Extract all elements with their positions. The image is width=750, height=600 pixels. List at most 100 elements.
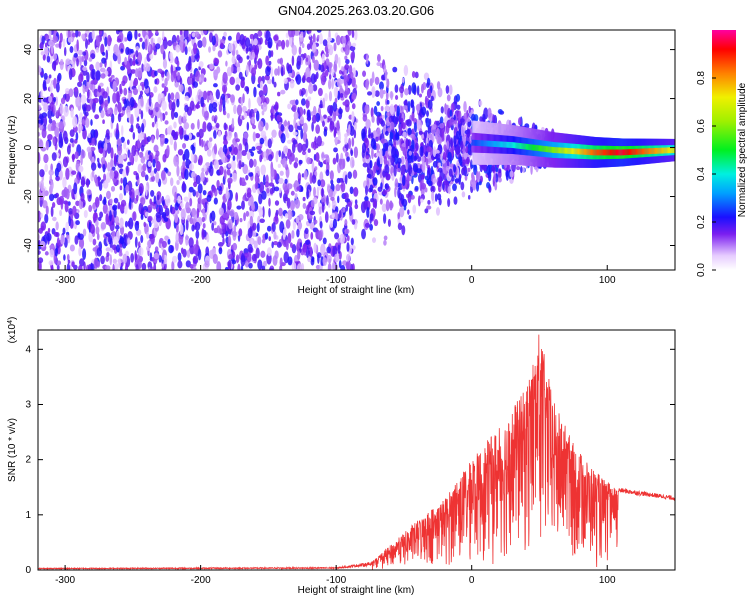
spectrogram-cell	[213, 159, 220, 170]
spectrogram-cell	[148, 94, 152, 107]
spectrogram-cell	[461, 191, 466, 198]
spectrogram-cell	[217, 130, 221, 138]
spectrogram-cell	[105, 49, 109, 60]
spectrogram-cell	[79, 124, 83, 131]
spectrogram-cell	[59, 32, 63, 43]
spectrogram-cell	[119, 266, 123, 270]
spectrogram-cell	[305, 98, 310, 109]
spectrogram-cell	[198, 135, 202, 147]
spectrogram-cell	[366, 173, 372, 179]
spectrogram-cell	[297, 124, 302, 131]
spectrogram-cell	[65, 188, 70, 200]
spectrogram-cell	[407, 209, 410, 215]
spectrogram-cell	[120, 48, 124, 53]
spectrogram-cell	[147, 32, 154, 37]
spectrogram-cell	[62, 227, 66, 235]
spectrogram-cell	[108, 77, 113, 83]
spectrogram-cell	[48, 118, 53, 124]
spectrogram-cell	[305, 57, 309, 62]
spectrogram-cell	[215, 89, 220, 100]
spectrogram-cell	[70, 59, 74, 65]
spectrogram-cell	[279, 170, 284, 176]
spectrogram-cell	[99, 211, 104, 218]
spectrogram-cell	[227, 198, 232, 211]
spectrogram-cell	[316, 135, 322, 147]
spectrogram-cell	[411, 139, 415, 150]
spectrogram-cell	[246, 151, 251, 160]
spectrogram-cell	[397, 212, 400, 220]
spectrogram-cell	[387, 145, 393, 156]
spectrogram-cell	[135, 172, 139, 180]
spectrogram-cell	[195, 174, 201, 185]
spectrogram-cell	[399, 86, 405, 94]
spectrogram-cell	[118, 252, 123, 257]
spectrogram-cell	[214, 114, 218, 122]
spectrogram-cell	[278, 177, 284, 185]
spectrogram-cell	[322, 237, 327, 245]
spectrogram-cell	[443, 180, 449, 186]
snr-y-tick-label: 0	[25, 565, 31, 576]
spectrogram-cell	[44, 251, 49, 256]
spectrogram-cell	[73, 87, 78, 92]
spectrogram-cell	[38, 257, 44, 264]
spectrogram-cell	[365, 53, 369, 65]
spectrogram-cell	[508, 119, 512, 126]
spectrogram-cell	[226, 99, 229, 104]
colorbar-tick-label: 0.8	[696, 71, 707, 85]
spectrogram-cell	[304, 227, 309, 235]
spectrogram-cell	[386, 111, 392, 117]
spectrogram-cell	[55, 232, 60, 238]
spectrogram-cell	[40, 71, 44, 76]
spectrogram-cell	[162, 58, 168, 69]
spectrogram-cell	[372, 177, 378, 186]
spectrogram-cell	[382, 189, 388, 195]
spectrogram-cell	[126, 237, 131, 245]
spectrogram-cell	[488, 185, 492, 193]
spectrogram-cell	[144, 38, 148, 51]
spectrogram-cell	[189, 197, 193, 207]
spectrogram-cell	[117, 201, 121, 210]
spectrogram-cell	[195, 104, 201, 109]
spectrogram-cell	[202, 90, 208, 101]
spectrogram-cell	[145, 102, 149, 113]
spectrogram-cell	[428, 173, 432, 186]
spectrogram-cell	[332, 218, 338, 229]
spectrogram-cell	[311, 160, 315, 173]
spectrogram-cell	[191, 171, 196, 178]
spectrogram-cell	[82, 51, 87, 56]
spectrogram-cell	[336, 177, 341, 184]
spectrogram-cell	[273, 35, 279, 42]
spectrogram-cell	[269, 187, 274, 195]
spectrogram-cell	[140, 235, 144, 244]
spectrogram-cell	[184, 168, 189, 181]
spectrogram-cell	[199, 191, 202, 204]
spectrogram-cell	[95, 220, 99, 227]
spectrogram-cell	[400, 156, 405, 165]
spectrogram-cell	[124, 98, 128, 109]
spectrogram-cell	[384, 70, 388, 81]
spectrogram-cell	[227, 163, 232, 168]
spectrogram-cell	[306, 157, 311, 165]
spectrogram-cell	[54, 126, 60, 138]
spectrogram-cell	[176, 60, 180, 67]
spectrogram-cell	[90, 119, 93, 126]
spectrogram-cell	[226, 66, 233, 77]
spectrogram-cell	[120, 177, 123, 184]
spectrogram-cell	[222, 144, 228, 155]
spectrogram-cell	[225, 60, 228, 67]
spectrogram-cell	[99, 67, 106, 73]
spectrogram-cell	[258, 120, 264, 132]
spectrogram-cell	[171, 255, 178, 263]
spectrogram-cell	[221, 151, 226, 164]
spectrogram-cell	[259, 181, 265, 194]
spectrogram-cell	[135, 50, 139, 58]
spectrogram-cell	[95, 226, 100, 235]
spectrogram-cell	[138, 183, 144, 194]
spectrogram-cell	[143, 78, 149, 89]
spectrogram-cell	[458, 110, 462, 122]
spectrogram-cell	[450, 102, 455, 113]
spectrogram-cell	[237, 150, 242, 160]
spectrogram-cell	[178, 115, 183, 125]
spectrogram-cell	[233, 104, 237, 115]
spectrogram-cell	[421, 160, 426, 171]
